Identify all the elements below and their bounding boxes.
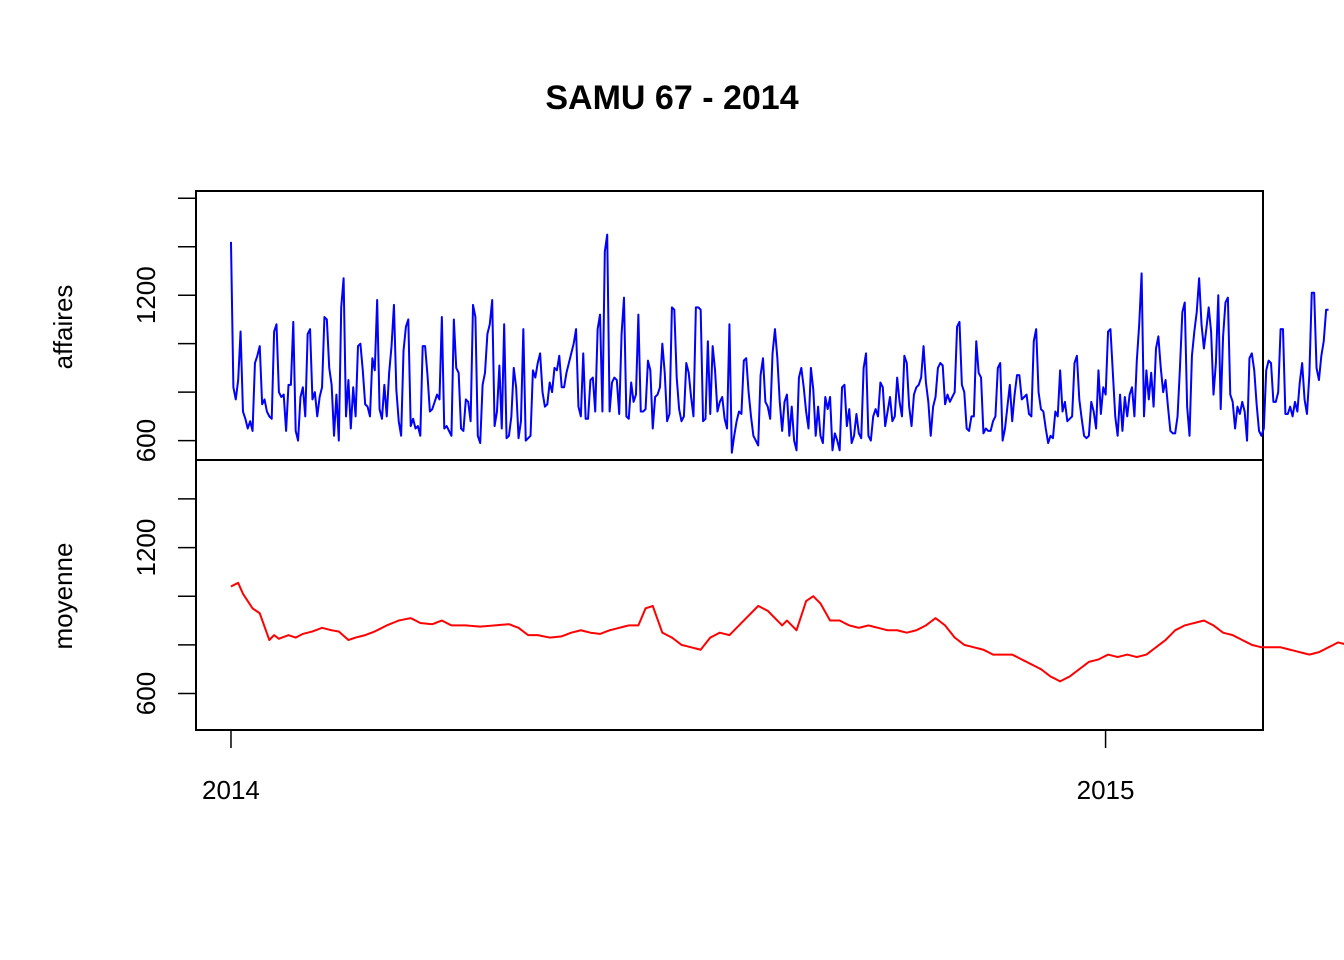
panel-affaires-y-axis: 600 1200: [131, 197, 196, 462]
y-tick-label: 600: [131, 419, 161, 462]
panel-moyenne-ylabel: moyenne: [48, 543, 78, 650]
y-tick-label: 1200: [131, 266, 161, 324]
series-line-moyenne: [230, 581, 1344, 683]
y-tick-label: 600: [131, 672, 161, 715]
panel-affaires: 600 1200 affaires: [48, 190, 1329, 462]
panel-moyenne: 600 1200 moyenne: [48, 459, 1344, 731]
y-tick-label: 1200: [131, 519, 161, 577]
chart-title: SAMU 67 - 2014: [545, 79, 798, 117]
x-tick-label: 2015: [1077, 775, 1135, 805]
series-line-affaires: [229, 233, 1329, 454]
panel-moyenne-frame: [195, 459, 1264, 731]
panel-moyenne-y-axis: 600 1200: [131, 498, 196, 715]
panel-affaires-ylabel: affaires: [48, 285, 78, 370]
x-axis: 2014 2015: [202, 729, 1135, 805]
x-tick-label: 2014: [202, 775, 260, 805]
